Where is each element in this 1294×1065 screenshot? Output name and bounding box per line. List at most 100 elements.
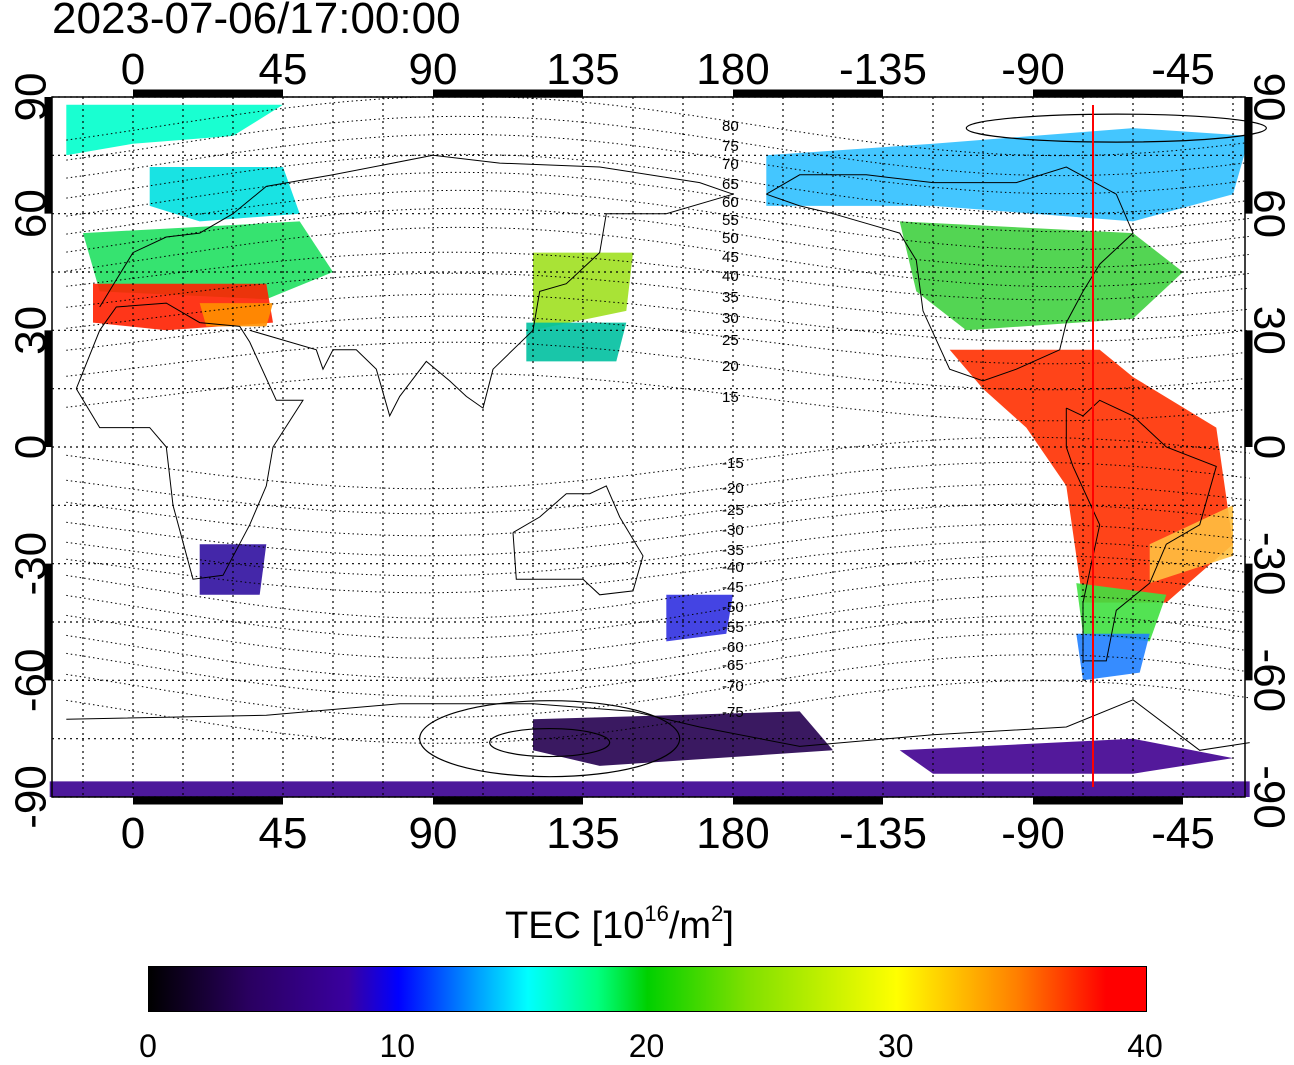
contour-label: -75 bbox=[722, 704, 744, 721]
left-lat-label: 60 bbox=[7, 189, 56, 238]
contour-line bbox=[66, 461, 1250, 515]
contour-label: -55 bbox=[722, 619, 744, 636]
colorbar-tick-label: 30 bbox=[877, 1028, 914, 1064]
contour-label: 20 bbox=[722, 358, 739, 375]
right-lat-label: -60 bbox=[1244, 649, 1293, 713]
contour-line bbox=[66, 615, 1250, 679]
contour-label: -35 bbox=[722, 542, 744, 559]
tec-region bbox=[1149, 505, 1233, 584]
contour-label: 40 bbox=[722, 268, 739, 285]
contour-ellipse bbox=[419, 700, 681, 778]
tec-region bbox=[149, 167, 300, 222]
tec-region bbox=[199, 303, 273, 327]
right-lat-label: -90 bbox=[1244, 765, 1293, 829]
map-frame bbox=[51, 96, 1246, 798]
contour-label: 15 bbox=[722, 389, 739, 406]
contour-line bbox=[66, 207, 1250, 269]
tec-region bbox=[666, 594, 733, 642]
tec-region bbox=[199, 544, 267, 595]
contour-label: 30 bbox=[722, 310, 739, 327]
left-lat-label: 30 bbox=[7, 306, 56, 355]
contour-line bbox=[66, 654, 1250, 718]
colorbar bbox=[148, 966, 1147, 1012]
contour-label: 50 bbox=[722, 230, 739, 247]
contour-label: -15 bbox=[722, 455, 744, 472]
colorbar-title: TEC [1016/m2] bbox=[505, 901, 734, 947]
contour-label: -70 bbox=[722, 678, 744, 695]
contour-line bbox=[66, 633, 1250, 697]
contour-line bbox=[66, 115, 1250, 177]
tec-region bbox=[766, 128, 1250, 222]
contour-label: 75 bbox=[722, 138, 739, 155]
timestamp: 2023-07-06/17:00:00 bbox=[52, 0, 461, 43]
colorbar-tick-label: 0 bbox=[139, 1028, 157, 1064]
top-lon-label: -45 bbox=[1151, 45, 1215, 94]
contour-line bbox=[66, 272, 1250, 322]
left-lat-label: 90 bbox=[7, 73, 56, 122]
contour-line bbox=[66, 436, 1250, 490]
contour-line bbox=[66, 95, 1250, 157]
contour-label: 35 bbox=[722, 289, 739, 306]
top-lon-label: 180 bbox=[696, 45, 769, 94]
tec-map: 8075706560555045403530252015-15-20-25-30… bbox=[7, 45, 1294, 858]
bottom-lon-label: 0 bbox=[121, 809, 145, 858]
tec-region bbox=[66, 104, 283, 156]
contour-ellipse bbox=[965, 113, 1267, 143]
contour-label: -60 bbox=[722, 639, 744, 656]
contour-label: -25 bbox=[722, 502, 744, 519]
left-lat-label: 0 bbox=[7, 435, 56, 459]
top-lon-label: 0 bbox=[121, 45, 145, 94]
contour-line bbox=[66, 540, 1250, 594]
contour-label: 55 bbox=[722, 212, 739, 229]
contour-line bbox=[66, 226, 1250, 288]
coastline bbox=[66, 699, 1250, 751]
coastline bbox=[99, 154, 734, 308]
contour-line bbox=[66, 153, 1250, 215]
top-lon-label: -90 bbox=[1001, 45, 1065, 94]
contour-label: 60 bbox=[722, 194, 739, 211]
coastline bbox=[249, 193, 734, 418]
contour-label: -50 bbox=[722, 599, 744, 616]
contour-line bbox=[66, 189, 1250, 251]
contour-label: -20 bbox=[722, 480, 744, 497]
left-lat-label: -60 bbox=[7, 649, 56, 713]
contour-line bbox=[66, 523, 1250, 577]
contour-label: -45 bbox=[722, 579, 744, 596]
tec-region bbox=[526, 322, 627, 362]
right-lat-label: 60 bbox=[1244, 189, 1293, 238]
tec-region bbox=[899, 738, 1233, 774]
contour-line bbox=[66, 595, 1250, 659]
top-lon-label: -135 bbox=[839, 45, 927, 94]
coastlines bbox=[66, 154, 1250, 751]
contour-line bbox=[66, 503, 1250, 557]
left-lat-label: -90 bbox=[7, 765, 56, 829]
contour-label: -30 bbox=[722, 522, 744, 539]
contour-ellipse bbox=[489, 727, 611, 758]
colorbar-tick-label: 10 bbox=[379, 1028, 416, 1064]
contour-label: -40 bbox=[722, 559, 744, 576]
contour-line bbox=[66, 341, 1250, 391]
right-lat-label: 0 bbox=[1244, 435, 1293, 459]
coastline bbox=[766, 166, 1134, 382]
contour-line bbox=[66, 315, 1250, 365]
contour-label: 65 bbox=[722, 176, 739, 193]
tec-region bbox=[533, 252, 633, 331]
bottom-lon-label: -45 bbox=[1151, 809, 1215, 858]
contour-label: -65 bbox=[722, 657, 744, 674]
tec-region bbox=[49, 781, 1250, 797]
tec-region bbox=[1076, 583, 1167, 642]
contour-line bbox=[66, 293, 1250, 343]
right-lat-label: 30 bbox=[1244, 306, 1293, 355]
contour-label: 80 bbox=[722, 118, 739, 135]
colorbar-tick-label: 20 bbox=[628, 1028, 665, 1064]
colorbar-tick-label: 40 bbox=[1127, 1028, 1163, 1064]
coastline bbox=[75, 302, 304, 580]
bottom-lon-label: -90 bbox=[1001, 809, 1065, 858]
tec-region bbox=[83, 221, 333, 300]
axis-labels: 0 45 90 135 180 -135 -90 -450 45 90 135 180 -135 -90-… bbox=[7, 45, 1294, 858]
bottom-lon-label: 45 bbox=[259, 809, 308, 858]
right-lat-label: -30 bbox=[1244, 532, 1293, 596]
contour-label: 25 bbox=[722, 332, 739, 349]
top-lon-label: 90 bbox=[409, 45, 458, 94]
